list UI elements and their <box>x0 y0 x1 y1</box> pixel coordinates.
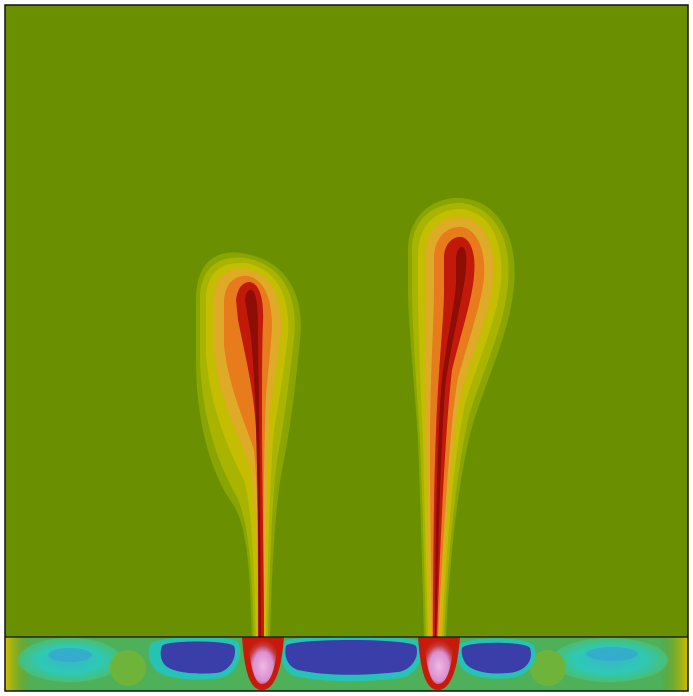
plot-frame <box>4 4 689 692</box>
boundary-layer <box>5 636 688 691</box>
left-plume <box>196 252 301 640</box>
field-background <box>5 5 688 691</box>
right-plume <box>407 197 515 641</box>
